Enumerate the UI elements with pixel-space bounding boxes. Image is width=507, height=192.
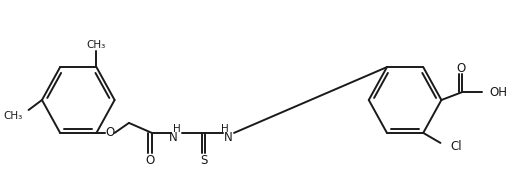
Text: N: N — [224, 131, 233, 144]
Text: H: H — [173, 124, 180, 134]
Text: S: S — [200, 154, 207, 167]
Text: N: N — [168, 131, 177, 144]
Text: Cl: Cl — [450, 140, 462, 153]
Text: H: H — [221, 124, 228, 134]
Text: CH₃: CH₃ — [4, 111, 23, 121]
Text: CH₃: CH₃ — [87, 40, 106, 50]
Text: O: O — [105, 126, 115, 139]
Text: O: O — [456, 61, 465, 74]
Text: OH: OH — [489, 85, 507, 98]
Text: O: O — [146, 154, 155, 167]
